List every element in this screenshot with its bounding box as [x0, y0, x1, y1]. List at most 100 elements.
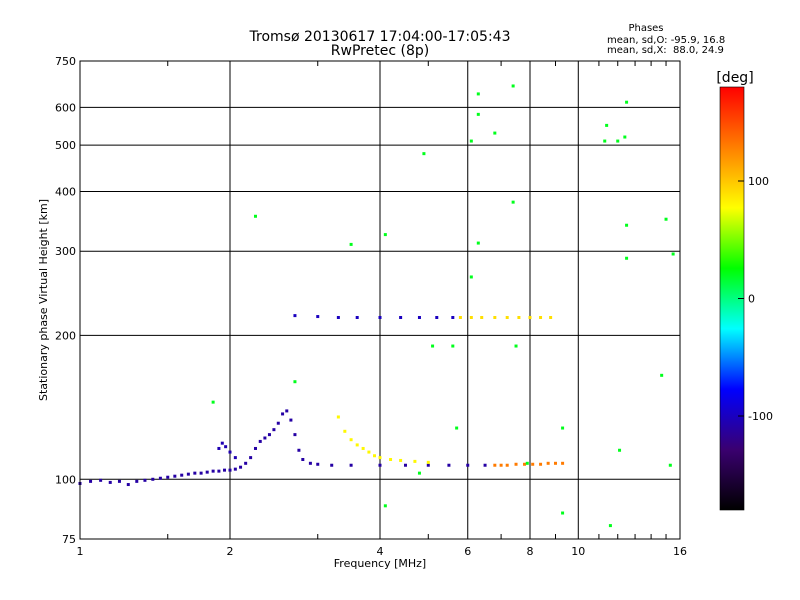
echo-point	[220, 441, 224, 445]
echo-point	[451, 315, 455, 319]
echo-point	[480, 315, 484, 319]
echo-point	[173, 474, 177, 478]
axis-ticks: 1 2 4 6 8 10 16 75 100 200 300 400 500 600 750	[55, 55, 687, 558]
echo-point	[417, 471, 421, 475]
echo-point	[447, 463, 451, 467]
echo-point	[281, 412, 285, 416]
echo-point	[293, 433, 297, 437]
echo-point	[233, 467, 237, 471]
chart-title: Tromsø 20130617 17:04:00-17:05:43	[249, 29, 511, 45]
echo-point	[539, 315, 543, 319]
echo-point	[389, 457, 393, 461]
colorbar-ticks: 100 0 -100	[738, 175, 773, 423]
echo-point	[531, 462, 535, 466]
echo-point	[383, 233, 387, 237]
echo-point	[625, 100, 629, 104]
echo-point	[383, 504, 387, 508]
echo-point	[561, 461, 565, 465]
colorbar-tick-label: 0	[748, 293, 755, 306]
echo-point	[469, 139, 473, 143]
echo-point	[399, 458, 403, 462]
echo-point	[378, 456, 382, 460]
echo-point	[455, 426, 459, 430]
echo-point	[293, 314, 297, 318]
data-points	[78, 84, 675, 528]
x-tick-label: 6	[464, 545, 471, 558]
echo-point	[293, 380, 297, 384]
echo-point	[349, 463, 353, 467]
echo-point	[143, 478, 147, 482]
phase-stats-x: mean, sd,X: 88.0, 24.9	[607, 45, 724, 56]
echo-point	[378, 463, 382, 467]
echo-point	[511, 84, 515, 88]
echo-point	[343, 429, 347, 433]
phase-stats-header: Phases	[628, 23, 663, 34]
y-tick-label: 500	[55, 139, 76, 152]
x-tick-label: 8	[527, 545, 534, 558]
echo-point	[549, 315, 553, 319]
echo-point	[349, 242, 353, 246]
echo-point	[469, 275, 473, 279]
echo-point	[476, 241, 480, 245]
echo-point	[301, 457, 305, 461]
echo-point	[431, 344, 435, 348]
y-tick-label: 600	[55, 101, 76, 114]
y-tick-label: 300	[55, 245, 76, 258]
echo-point	[523, 462, 527, 466]
echo-point	[211, 469, 215, 473]
echo-point	[671, 252, 675, 256]
echo-point	[668, 463, 672, 467]
echo-point	[623, 135, 627, 139]
echo-point	[205, 470, 209, 474]
echo-point	[608, 524, 612, 528]
echo-point	[403, 463, 407, 467]
echo-point	[211, 400, 215, 404]
x-tick-label: 1	[77, 545, 84, 558]
echo-point	[276, 421, 280, 425]
echo-point	[297, 448, 301, 452]
grid-lines	[80, 61, 680, 539]
echo-point	[361, 446, 365, 450]
echo-point	[435, 315, 439, 319]
echo-point	[180, 473, 184, 477]
echo-point	[553, 461, 557, 465]
echo-point	[499, 463, 503, 467]
x-tick-label: 10	[571, 545, 585, 558]
echo-point	[233, 456, 237, 460]
echo-point	[285, 409, 289, 413]
echo-point	[422, 152, 426, 156]
colorbar-tick-label: 100	[748, 175, 769, 188]
echo-point	[258, 439, 262, 443]
echo-point	[505, 315, 509, 319]
chart-subtitle: RwPretec (8p)	[331, 43, 429, 59]
echo-point	[625, 223, 629, 227]
echo-point	[514, 462, 518, 466]
echo-point	[349, 438, 353, 442]
echo-point	[166, 475, 170, 479]
echo-point	[253, 446, 257, 450]
echo-point	[249, 456, 253, 460]
echo-point	[89, 479, 93, 483]
y-tick-label: 75	[62, 533, 76, 546]
echo-point	[426, 460, 430, 464]
echo-point	[618, 448, 622, 452]
echo-point	[336, 415, 340, 419]
echo-point	[99, 478, 103, 482]
echo-point	[451, 344, 455, 348]
echo-point	[355, 315, 359, 319]
echo-point	[151, 477, 155, 481]
echo-point	[108, 480, 112, 484]
echo-point	[525, 461, 529, 465]
echo-point	[217, 446, 221, 450]
echo-point	[316, 462, 320, 466]
echo-point	[660, 373, 664, 377]
echo-point	[308, 461, 312, 465]
echo-point	[483, 463, 487, 467]
echo-point	[289, 418, 293, 422]
echo-point	[316, 315, 320, 319]
echo-point	[505, 463, 509, 467]
echo-point	[517, 315, 521, 319]
echo-point	[373, 454, 377, 458]
y-tick-label: 750	[55, 55, 76, 68]
